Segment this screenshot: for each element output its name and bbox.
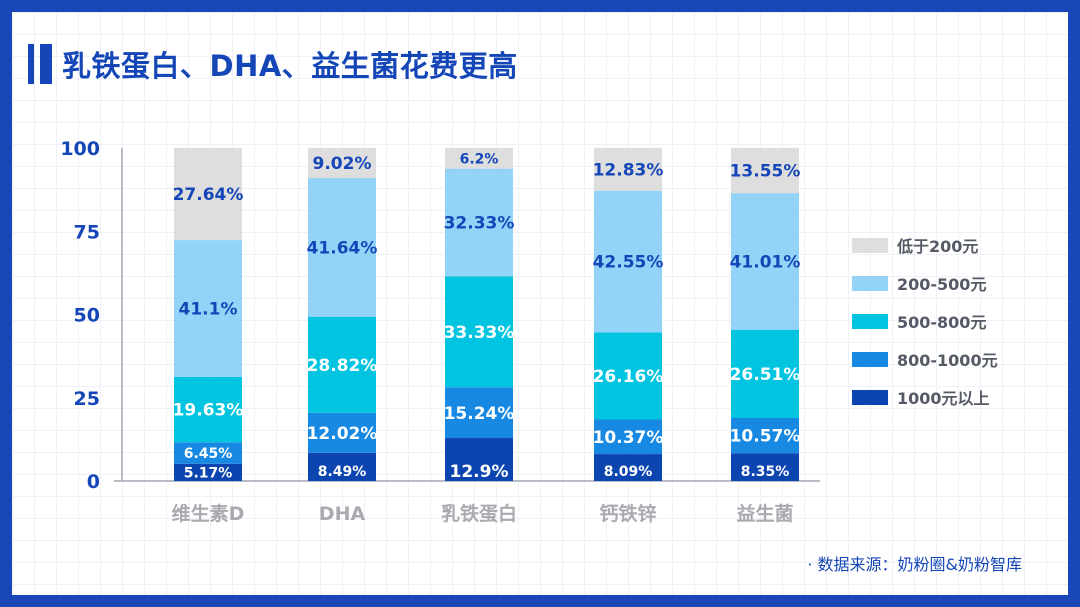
data-label: 8.09% <box>604 464 653 480</box>
bar-segment <box>594 190 662 333</box>
data-label: 8.49% <box>318 464 367 480</box>
data-label: 26.51% <box>730 365 801 385</box>
bar-segment <box>174 240 242 377</box>
data-label: 6.45% <box>184 446 233 462</box>
bar-segment <box>445 438 513 481</box>
data-label: 42.55% <box>593 253 664 273</box>
data-label: 27.64% <box>173 185 244 205</box>
data-label: 19.63% <box>173 401 244 421</box>
y-tick-label: 75 <box>74 221 100 243</box>
title-accent-bar-thick <box>40 44 52 84</box>
legend-swatch <box>852 276 888 291</box>
data-label: 15.24% <box>444 404 515 424</box>
bar-segment <box>731 329 799 418</box>
legend-swatch <box>852 390 888 405</box>
x-category-label: 维生素D <box>172 502 245 525</box>
legend-swatch <box>852 238 888 253</box>
bar-segment <box>174 463 242 481</box>
y-tick-label: 100 <box>60 138 100 160</box>
bar-segment <box>594 454 662 481</box>
data-label: 41.1% <box>179 300 238 320</box>
data-label: 32.33% <box>444 214 515 234</box>
data-label: 12.83% <box>593 160 664 180</box>
bar-segment <box>445 276 513 388</box>
data-label: 9.02% <box>313 154 372 174</box>
bar-segment <box>594 148 662 191</box>
data-label: 8.35% <box>741 464 790 480</box>
bar-segment <box>594 332 662 420</box>
data-label: 33.33% <box>444 323 515 343</box>
bar-segment <box>594 419 662 455</box>
bar-segment <box>308 178 376 317</box>
bar-segment <box>445 148 513 169</box>
data-label: 41.01% <box>730 253 801 273</box>
bar-segment <box>731 453 799 481</box>
data-label: 28.82% <box>307 356 378 376</box>
page-title: 乳铁蛋白、DHA、益生菌花费更高 <box>62 49 518 83</box>
data-label: 13.55% <box>730 162 801 182</box>
bar-segment <box>731 148 799 194</box>
data-label: 6.2% <box>460 151 499 167</box>
x-category-label: 益生菌 <box>736 502 793 525</box>
legend-swatch <box>852 352 888 367</box>
y-tick-label: 50 <box>74 305 100 327</box>
legend-swatch <box>852 314 888 329</box>
bar-segment <box>174 442 242 464</box>
title-accent-bar <box>28 44 34 84</box>
bar-segment <box>731 417 799 454</box>
x-category-label: 钙铁锌 <box>599 502 656 525</box>
data-label: 41.64% <box>307 239 378 259</box>
bar-segment <box>308 452 376 481</box>
bar-segment <box>445 387 513 439</box>
data-source-note: · 数据来源：奶粉圈&奶粉智库 <box>807 555 1022 574</box>
bar-segment <box>308 412 376 453</box>
data-label: 10.37% <box>593 428 664 448</box>
data-label: 5.17% <box>184 465 233 481</box>
bar-segment <box>308 148 376 179</box>
data-label: 12.02% <box>307 424 378 444</box>
data-label: 10.57% <box>730 427 801 447</box>
bar-segment <box>174 376 242 443</box>
bar-segment <box>731 193 799 330</box>
legend-label: 低于200元 <box>896 237 978 256</box>
x-category-label: DHA <box>319 503 366 525</box>
y-tick-label: 25 <box>74 388 100 410</box>
legend-label: 500-800元 <box>897 313 986 332</box>
x-category-label: 乳铁蛋白 <box>441 502 517 525</box>
slide-background <box>12 12 1068 595</box>
data-label: 12.9% <box>450 462 509 482</box>
legend-label: 1000元以上 <box>897 389 990 408</box>
y-tick-label: 0 <box>87 471 100 493</box>
bar-segment <box>308 316 376 413</box>
data-label: 26.16% <box>593 367 664 387</box>
bar-segment <box>445 168 513 277</box>
legend-label: 800-1000元 <box>897 351 998 370</box>
legend-label: 200-500元 <box>897 275 986 294</box>
bar-segment <box>174 148 242 241</box>
